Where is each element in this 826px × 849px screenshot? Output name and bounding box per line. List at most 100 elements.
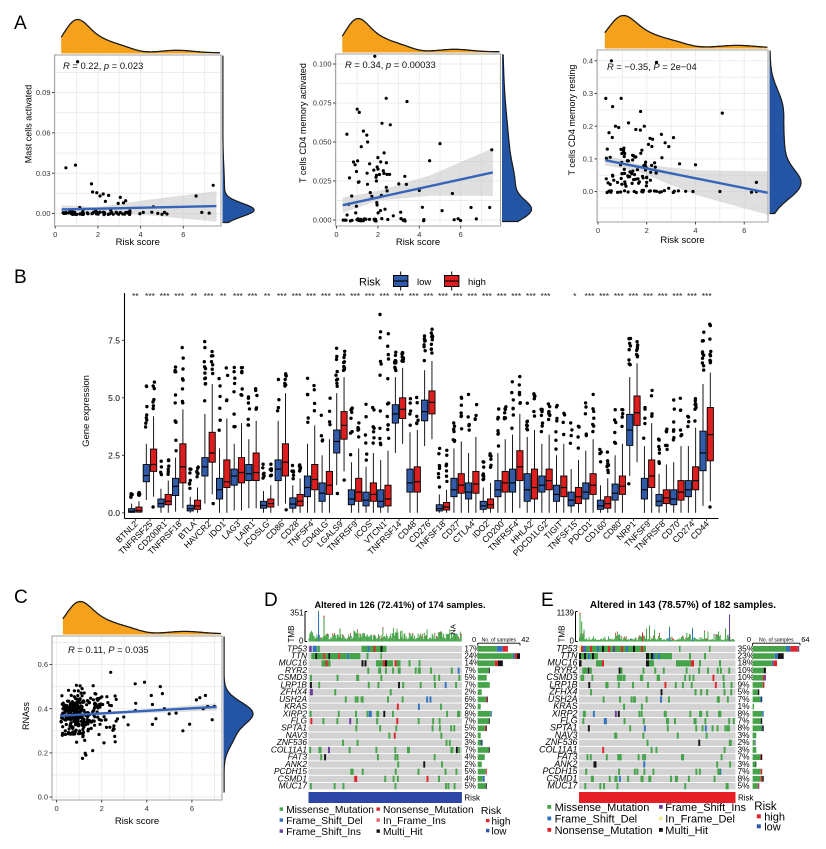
- svg-text:**: **: [191, 291, 198, 301]
- svg-text:NA: NA: [448, 624, 457, 634]
- svg-text:PCDH15: PCDH15: [542, 766, 577, 776]
- svg-text:MUC17: MUC17: [279, 781, 308, 791]
- svg-text:7%: 7%: [465, 666, 476, 675]
- svg-text:Missense_Mutation: Missense_Mutation: [555, 802, 650, 814]
- svg-text:4: 4: [145, 804, 149, 813]
- svg-text:0.4: 0.4: [583, 56, 593, 65]
- svg-text:***: ***: [350, 291, 361, 301]
- svg-text:0.100: 0.100: [313, 60, 332, 69]
- svg-text:CSMD3: CSMD3: [546, 672, 577, 682]
- svg-text:NAV3: NAV3: [555, 730, 578, 740]
- svg-text:***: ***: [526, 291, 537, 301]
- svg-text:5%: 5%: [465, 782, 476, 791]
- svg-text:0.06: 0.06: [36, 129, 51, 138]
- svg-text:Risk score: Risk score: [660, 235, 704, 246]
- svg-text:Risk: Risk: [738, 794, 755, 803]
- svg-text:351: 351: [290, 609, 304, 618]
- svg-text:8%: 8%: [738, 723, 751, 733]
- svg-text:8%: 8%: [465, 709, 476, 718]
- svg-text:0.2: 0.2: [38, 749, 48, 758]
- svg-text:7%: 7%: [738, 716, 751, 726]
- svg-text:low: low: [764, 822, 781, 834]
- svg-text:***: ***: [511, 291, 522, 301]
- svg-text:RYR2: RYR2: [554, 665, 577, 675]
- svg-text:0.2: 0.2: [583, 122, 593, 131]
- svg-text:ZFHX4: ZFHX4: [279, 687, 307, 697]
- svg-text:***: ***: [145, 291, 156, 301]
- svg-text:**: **: [132, 291, 139, 301]
- svg-text:COL11A1: COL11A1: [539, 744, 577, 754]
- svg-text:E: E: [541, 590, 554, 611]
- svg-text:4%: 4%: [465, 774, 476, 783]
- svg-text:17%: 17%: [465, 644, 481, 653]
- svg-text:***: ***: [467, 291, 478, 301]
- svg-text:USH2A: USH2A: [548, 694, 578, 704]
- svg-text:1%: 1%: [738, 701, 751, 711]
- svg-text:TTN: TTN: [560, 651, 578, 661]
- svg-text:No. of samples: No. of samples: [759, 637, 794, 643]
- svg-text:In_Frame_Del: In_Frame_Del: [665, 814, 735, 826]
- svg-text:6: 6: [190, 804, 194, 813]
- svg-text:0.0: 0.0: [38, 793, 48, 802]
- svg-text:TP53: TP53: [287, 643, 307, 653]
- svg-text:0.0: 0.0: [108, 508, 120, 518]
- svg-text:0.050: 0.050: [313, 138, 332, 147]
- svg-text:Risk: Risk: [359, 277, 381, 289]
- svg-text:Risk: Risk: [481, 805, 502, 817]
- svg-text:T cells CD4 memory resting: T cells CD4 memory resting: [567, 65, 577, 176]
- svg-text:low: low: [417, 277, 431, 288]
- svg-text:XIRP2: XIRP2: [551, 708, 578, 718]
- svg-text:3%: 3%: [738, 759, 751, 769]
- svg-text:Mast cells activated: Mast cells activated: [24, 85, 34, 164]
- svg-text:Altered in 126 (72.41%) of 174: Altered in 126 (72.41%) of 174 samples.: [314, 600, 485, 610]
- svg-text:6: 6: [181, 230, 185, 239]
- svg-text:ANK2: ANK2: [553, 759, 577, 769]
- svg-text:23%: 23%: [738, 651, 755, 661]
- svg-text:***: ***: [292, 291, 303, 301]
- svg-text:***: ***: [277, 291, 288, 301]
- svg-text:***: ***: [599, 291, 610, 301]
- svg-text:0.000: 0.000: [313, 216, 332, 225]
- svg-text:0.025: 0.025: [313, 177, 332, 186]
- svg-text:2: 2: [645, 226, 649, 235]
- svg-text:***: ***: [335, 291, 346, 301]
- svg-text:7%: 7%: [465, 680, 476, 689]
- svg-text:low: low: [492, 827, 508, 838]
- svg-text:FLG: FLG: [560, 716, 577, 726]
- svg-text:***: ***: [365, 291, 376, 301]
- svg-text:Missense_Mutation: Missense_Mutation: [286, 805, 374, 816]
- svg-text:high: high: [468, 277, 486, 288]
- svg-text:7%: 7%: [465, 745, 476, 754]
- svg-text:2: 2: [376, 230, 380, 239]
- svg-text:***: ***: [160, 291, 171, 301]
- svg-text:***: ***: [394, 291, 405, 301]
- svg-text:***: ***: [614, 291, 625, 301]
- svg-text:A: A: [14, 13, 27, 34]
- svg-text:35%: 35%: [738, 643, 755, 653]
- svg-text:TMB: TMB: [558, 626, 567, 643]
- svg-text:R = 0.34, p = 0.00033: R = 0.34, p = 0.00033: [345, 59, 436, 70]
- svg-text:***: ***: [423, 291, 434, 301]
- svg-text:No. of samples: No. of samples: [481, 637, 516, 643]
- svg-text:2: 2: [96, 230, 100, 239]
- svg-text:FAT3: FAT3: [557, 752, 577, 762]
- svg-text:Risk score: Risk score: [116, 237, 160, 248]
- svg-text:7%: 7%: [738, 766, 751, 776]
- svg-text:LRP1B: LRP1B: [280, 679, 307, 689]
- svg-text:5%: 5%: [465, 673, 476, 682]
- svg-text:Frame_Shift_Ins: Frame_Shift_Ins: [665, 802, 746, 814]
- svg-text:Frame_Shift_Del: Frame_Shift_Del: [286, 816, 362, 827]
- svg-text:6: 6: [742, 226, 746, 235]
- svg-text:USH2A: USH2A: [279, 694, 307, 704]
- svg-text:5%: 5%: [465, 767, 476, 776]
- svg-text:CSMD1: CSMD1: [546, 773, 577, 783]
- svg-text:***: ***: [233, 291, 244, 301]
- svg-text:24%: 24%: [465, 652, 481, 661]
- svg-text:Multi_Hit: Multi_Hit: [665, 825, 708, 837]
- svg-text:***: ***: [204, 291, 215, 301]
- svg-text:0: 0: [570, 637, 575, 646]
- svg-text:FLG: FLG: [291, 716, 308, 726]
- svg-text:7%: 7%: [738, 752, 751, 762]
- svg-text:RNAss: RNAss: [21, 702, 31, 731]
- svg-text:18%: 18%: [738, 658, 755, 668]
